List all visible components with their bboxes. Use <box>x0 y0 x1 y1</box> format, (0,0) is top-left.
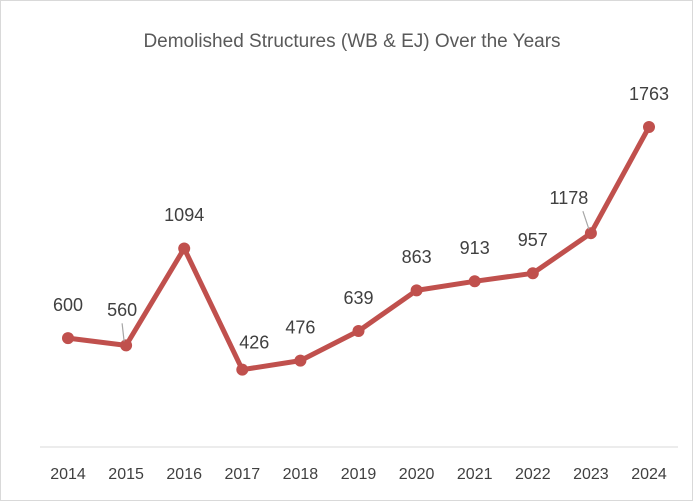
data-point <box>643 121 655 134</box>
x-tick-label: 2022 <box>515 466 551 483</box>
data-label: 1094 <box>164 205 204 225</box>
data-point <box>120 339 133 352</box>
data-point <box>526 267 539 280</box>
data-label: 863 <box>402 247 432 267</box>
data-label: 476 <box>285 317 315 337</box>
chart-title: Demolished Structures (WB & EJ) Over the… <box>143 31 560 52</box>
x-tick-label: 2014 <box>50 466 86 483</box>
leader-line <box>121 323 125 342</box>
x-tick-label: 2021 <box>457 466 493 483</box>
data-point <box>62 332 74 345</box>
x-tick-label: 2024 <box>631 466 667 483</box>
data-point <box>294 354 307 367</box>
x-tick-label: 2015 <box>108 466 144 483</box>
x-tick-label: 2020 <box>399 466 435 483</box>
data-label: 600 <box>53 295 83 315</box>
x-tick-label: 2019 <box>341 466 377 483</box>
data-point <box>468 275 481 288</box>
x-tick-label: 2023 <box>573 466 609 483</box>
data-point <box>236 363 249 376</box>
data-label: 1763 <box>629 84 669 104</box>
x-tick-label: 2018 <box>283 466 319 483</box>
x-tick-label: 2016 <box>166 466 202 483</box>
data-point <box>584 227 597 240</box>
data-label: 913 <box>460 238 490 258</box>
leader-line <box>582 211 590 230</box>
x-tick-label: 2017 <box>225 466 261 483</box>
data-point <box>352 325 365 338</box>
data-label: 560 <box>107 300 137 320</box>
data-point <box>178 242 191 255</box>
data-label: 1178 <box>550 188 589 208</box>
data-label: 426 <box>239 332 269 352</box>
data-label: 639 <box>343 288 373 308</box>
data-point <box>410 284 423 297</box>
data-label: 957 <box>518 230 548 250</box>
